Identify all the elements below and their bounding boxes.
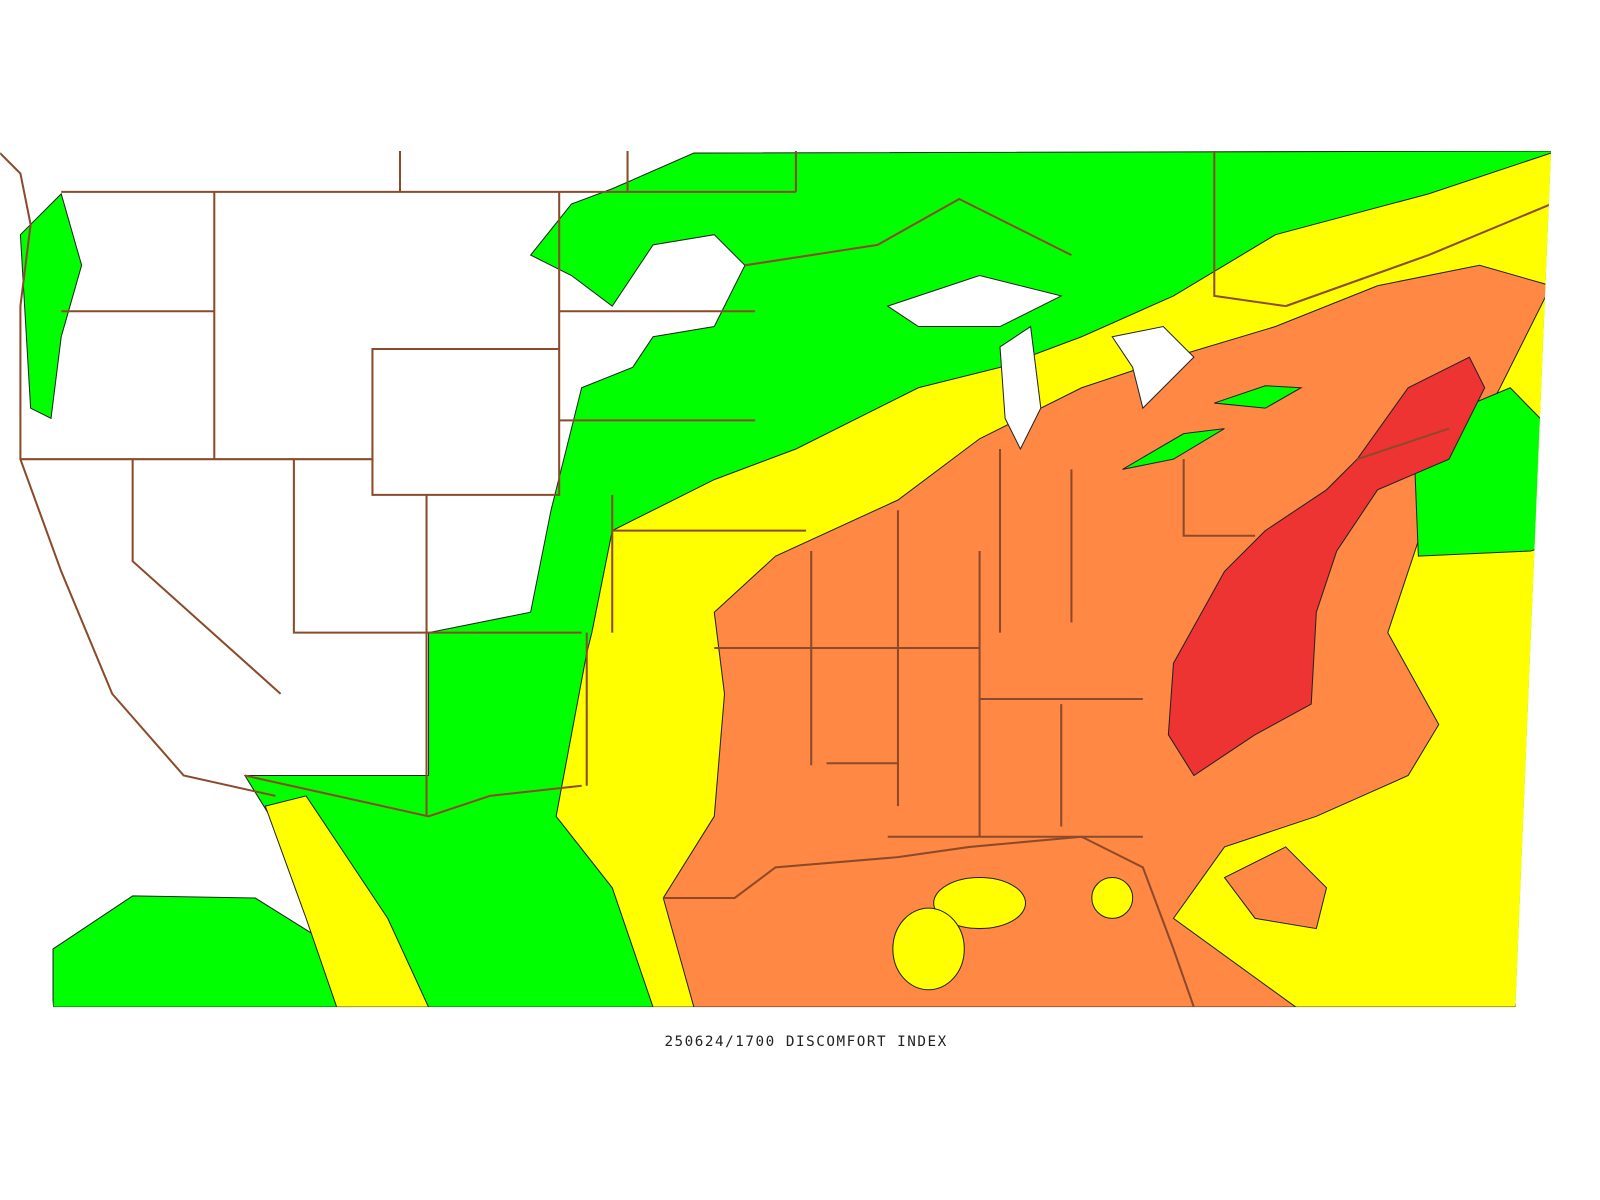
- yellow-zone: [933, 877, 1027, 930]
- map-caption: 250624/1700 DISCOMFORT INDEX: [664, 1034, 947, 1050]
- green-zone: [19, 192, 83, 420]
- lake: [999, 325, 1042, 451]
- boundaries: [0, 151, 1552, 1008]
- orange-zone: [1223, 846, 1328, 930]
- yellow-zone: [1091, 877, 1134, 919]
- red-zone: [1167, 356, 1486, 777]
- yellow-zone: [264, 795, 430, 1008]
- yellow-zone: [892, 907, 965, 991]
- lake: [1111, 325, 1195, 410]
- lake: [886, 274, 1063, 328]
- orange-zone: [662, 264, 1552, 1008]
- lake: [1122, 428, 1225, 470]
- map-field: [0, 151, 1552, 1008]
- lake: [1214, 385, 1303, 409]
